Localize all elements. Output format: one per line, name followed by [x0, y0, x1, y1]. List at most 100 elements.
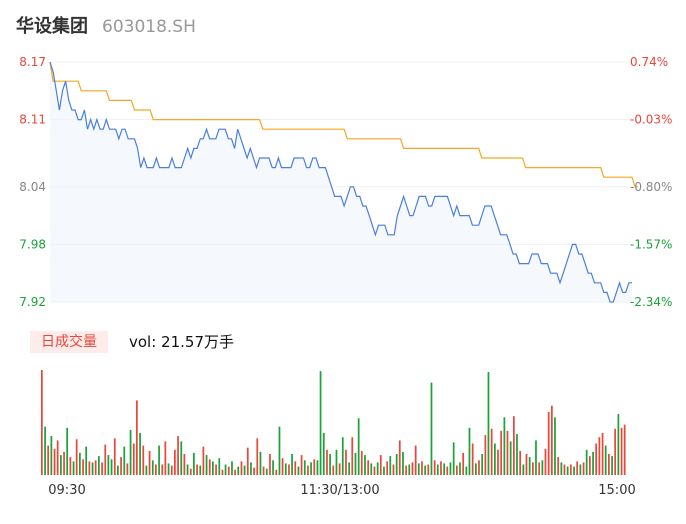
volume-bar	[582, 462, 585, 475]
volume-bar	[227, 466, 230, 475]
volume-bar	[88, 461, 91, 476]
volume-bar	[161, 464, 164, 475]
price-axis: 8.17 8.11 8.04 7.98 7.92	[19, 55, 46, 309]
volume-bar	[44, 426, 46, 475]
volume-bar	[338, 463, 341, 475]
volume-bar	[551, 405, 553, 475]
series-line-layer	[49, 61, 639, 303]
volume-bar	[623, 424, 626, 475]
volume-bar	[547, 412, 550, 475]
volume-bar	[183, 454, 186, 475]
volume-bar	[364, 455, 366, 475]
volume-bar	[541, 460, 544, 475]
volume-bar	[509, 441, 512, 475]
percent-tick-label: -1.57%	[630, 237, 672, 251]
volume-bar	[570, 464, 572, 475]
volume-bar	[408, 464, 411, 475]
volume-bar	[465, 466, 468, 475]
volume-bar	[85, 446, 88, 475]
time-tick-label: 09:30	[48, 483, 85, 498]
volume-bar	[522, 464, 525, 475]
time-axis: 09:30 11:30/13:00 15:00	[48, 483, 635, 498]
volume-bar	[354, 452, 357, 475]
volume-bar	[256, 438, 259, 476]
volume-bar	[357, 418, 360, 475]
volume-bar	[284, 463, 287, 475]
volume-tab[interactable]: 日成交量	[30, 331, 108, 353]
volume-bar	[300, 455, 303, 475]
volume-bar	[145, 465, 148, 475]
stock-code: 603018.SH	[102, 17, 196, 37]
volume-bar	[91, 462, 94, 475]
volume-bar	[202, 446, 205, 475]
volume-bar	[497, 449, 499, 475]
volume-bar	[120, 457, 122, 475]
avg-price-line	[49, 61, 639, 188]
volume-bar	[136, 400, 138, 475]
volume-bar	[129, 429, 132, 475]
volume-bar	[452, 442, 455, 475]
volume-bar	[215, 464, 217, 475]
volume-bar	[513, 416, 515, 475]
volume-bar	[50, 436, 53, 475]
price-tick-label: 8.11	[19, 113, 46, 127]
volume-bar	[617, 414, 620, 475]
percent-tick-label: -0.03%	[630, 113, 672, 127]
volume-bar	[446, 466, 449, 475]
price-tick-label: 7.98	[19, 237, 46, 251]
volume-bar	[595, 443, 598, 475]
volume-bar	[427, 464, 430, 475]
volume-bar	[221, 469, 224, 476]
volume-bar	[598, 437, 601, 475]
volume-bar	[554, 417, 556, 476]
volume-bar	[253, 467, 255, 475]
volume-bar	[294, 461, 297, 476]
volume-bar	[63, 451, 65, 475]
volume-bar	[177, 436, 179, 475]
volume-bar	[436, 464, 439, 475]
volume-bar	[237, 466, 240, 475]
time-tick-label: 11:30/13:00	[300, 483, 379, 498]
volume-bar	[421, 461, 423, 476]
volume-bar	[212, 461, 214, 476]
volume-bar	[199, 465, 202, 475]
volume-bar	[316, 460, 319, 475]
volume-bar	[189, 468, 192, 475]
volume-bar	[487, 372, 490, 475]
volume-bar	[351, 437, 354, 475]
volume-bar	[47, 445, 50, 475]
volume-bar	[503, 417, 506, 476]
volume-bar	[53, 448, 56, 476]
stock-name: 华设集团	[16, 16, 88, 37]
volume-bar	[281, 458, 284, 475]
volume-bar	[275, 469, 278, 476]
volume-bar	[462, 452, 465, 475]
volume-bar	[307, 465, 309, 475]
volume-bar	[101, 462, 103, 475]
volume-bar	[41, 370, 43, 475]
volume-bar	[440, 461, 442, 476]
volume-bar	[516, 434, 518, 476]
volume-bar	[386, 461, 389, 476]
volume-bar	[326, 449, 328, 475]
volume-bar	[82, 459, 84, 476]
volume-bar	[240, 461, 243, 476]
volume-bar	[319, 371, 322, 476]
volume-bar	[468, 427, 471, 476]
volume-bar	[449, 462, 452, 475]
volume-bar	[265, 468, 268, 475]
volume-bar	[535, 440, 537, 475]
volume-bar	[459, 462, 461, 475]
volume-bar	[246, 447, 249, 475]
price-line	[49, 61, 632, 303]
volume-bar	[592, 451, 594, 475]
volume-bar	[528, 457, 531, 475]
percent-axis: 0.74% -0.03% -0.80% -1.57% -2.34%	[630, 55, 672, 309]
volume-bar	[557, 457, 560, 475]
volume-bar	[234, 469, 236, 476]
volume-bar	[158, 445, 160, 475]
volume-bar	[132, 443, 135, 475]
volume-bar	[126, 463, 129, 475]
volume-bar	[164, 441, 167, 475]
volume-bar	[478, 460, 480, 475]
